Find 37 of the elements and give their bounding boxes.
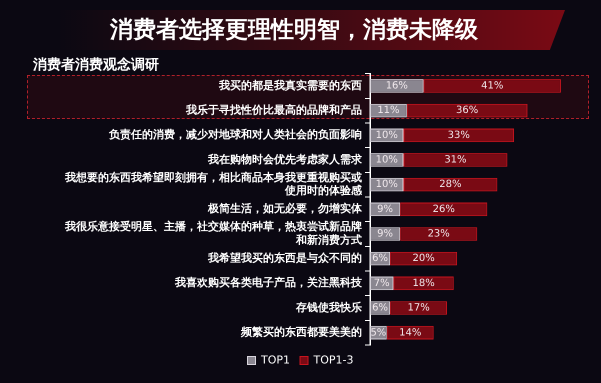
y-tick-label: 我在购物时会优先考虑家人需求 bbox=[207, 152, 363, 166]
data-label: 11% bbox=[377, 105, 400, 116]
data-label: 14% bbox=[399, 327, 422, 338]
data-label: 23% bbox=[428, 228, 450, 240]
data-label: 26% bbox=[432, 204, 455, 215]
legend-label: TOP1 bbox=[260, 353, 290, 366]
data-label: 16% bbox=[386, 80, 408, 92]
y-tick-label: 极简生活，如无必要，勿增实体 bbox=[207, 202, 363, 216]
data-label: 6% bbox=[372, 253, 388, 264]
y-tick-label: 我想要的东西我希望即刻拥有，相比商品本身我更重视购买或使用时的体验感 bbox=[64, 170, 363, 198]
data-label: 28% bbox=[439, 179, 462, 190]
y-tick-label: 我乐于寻找性价比最高的品牌和产品 bbox=[185, 103, 362, 116]
data-label: 18% bbox=[412, 278, 435, 289]
legend-label: TOP1-3 bbox=[312, 353, 354, 366]
data-label: 9% bbox=[377, 228, 394, 240]
data-label: 31% bbox=[444, 154, 467, 166]
y-tick-label: 我买的都是我真实需要的东西 bbox=[218, 78, 362, 92]
data-label: 6% bbox=[372, 302, 388, 314]
y-tick-label: 负责任的消费，减少对地球和对人类社会的负面影响 bbox=[108, 128, 362, 142]
y-tick-label: 我喜欢购买各类电子产品，关注黑科技 bbox=[174, 276, 363, 290]
data-label: 10% bbox=[376, 130, 398, 141]
data-label: 33% bbox=[448, 130, 470, 141]
data-label: 36% bbox=[456, 105, 478, 116]
data-label: 17% bbox=[407, 302, 430, 314]
data-label: 10% bbox=[376, 179, 398, 190]
text: 消费者消费观念调研 bbox=[33, 56, 159, 74]
data-label: 10% bbox=[376, 154, 398, 166]
data-label: 5% bbox=[370, 327, 386, 338]
y-tick-label: 存钱使我快乐 bbox=[295, 300, 362, 314]
chart-title: 消费者选择更理性明智，消费未降级 bbox=[110, 16, 478, 45]
data-label: 9% bbox=[377, 204, 394, 215]
data-label: 41% bbox=[481, 80, 504, 92]
y-tick-label: 频繁买的东西都要美美的 bbox=[240, 326, 362, 339]
y-tick-label: 我希望我买的东西是与众不同的 bbox=[207, 252, 362, 265]
data-label: 7% bbox=[374, 278, 390, 289]
data-label: 20% bbox=[412, 253, 435, 264]
y-tick-label: 我很乐意接受明星、主播，社交媒体的种草，热衷尝试新品牌和新消费方式 bbox=[64, 220, 362, 246]
